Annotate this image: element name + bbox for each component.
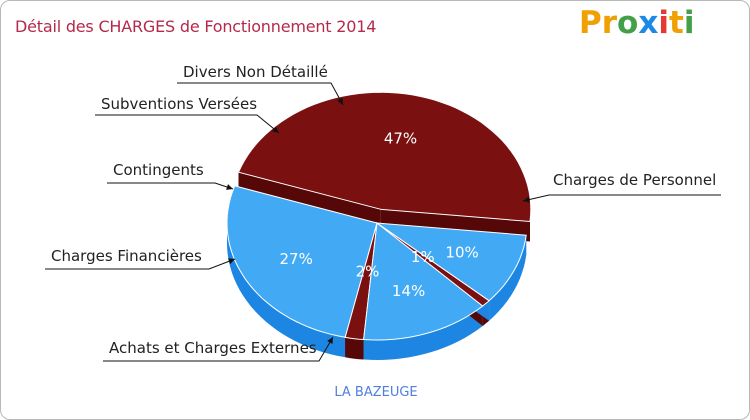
logo-letter: o (617, 5, 639, 41)
pie-percent-label: 27% (280, 250, 313, 268)
leader-arrow (272, 126, 279, 133)
pie-slice-0[interactable] (237, 91, 532, 223)
pie-side-3 (363, 306, 483, 360)
pie-percent-label: 47% (384, 129, 417, 147)
pie-slice-label: Charges Financières (51, 247, 202, 265)
leader-arrow (226, 184, 233, 190)
pie-slice-3[interactable] (363, 222, 484, 341)
logo-letter: t (668, 5, 684, 41)
pie-side-2 (345, 337, 364, 360)
logo-letter: i (658, 5, 669, 41)
pie-percent-label: 2% (356, 263, 380, 281)
leader-line (45, 258, 236, 270)
pie-slice-5[interactable] (375, 222, 527, 302)
logo-letter: P (579, 5, 602, 41)
leader-line (177, 82, 344, 106)
chart-title: Détail des CHARGES de Fonctionnement 201… (15, 17, 377, 36)
pie-percent-label: 14% (392, 282, 425, 300)
leader-arrow (337, 98, 343, 105)
logo-letter: i (683, 5, 695, 41)
pie-side-1 (227, 223, 346, 358)
pie-slice-label: Achats et Charges Externes (109, 339, 317, 357)
leader-line (107, 182, 234, 190)
leader-arrow (523, 196, 530, 203)
pie-percent-label: 1% (411, 248, 435, 266)
leader-arrow (327, 337, 333, 344)
pie-slice-label: Charges de Personnel (553, 171, 716, 189)
proxiti-logo[interactable]: Proxiti (579, 5, 694, 41)
pie-slice-label: Subventions Versées (101, 95, 257, 113)
leader-arrow (228, 258, 235, 265)
pie-percent-labels: 47% 27% 2% 14% 1% 10% (280, 129, 479, 300)
pie-tops (226, 91, 532, 341)
leader-line (522, 194, 721, 202)
leader-line (103, 336, 334, 362)
pie-slice-label: Contingents (113, 161, 204, 179)
logo-letter: r (601, 5, 618, 41)
leader-line (95, 114, 280, 134)
pie-slice-1[interactable] (226, 185, 378, 338)
pie-side-5 (489, 235, 527, 321)
pie-percent-label: 10% (445, 243, 478, 261)
commune-name: LA BAZEUGE (334, 385, 418, 400)
logo-letter: x (638, 5, 659, 41)
pie-slice-label: Divers Non Détaillé (183, 63, 328, 81)
pie-slice-labels: Charges de Personnel Achats et Charges Ex… (51, 63, 716, 357)
pie-leader-lines (45, 82, 721, 362)
